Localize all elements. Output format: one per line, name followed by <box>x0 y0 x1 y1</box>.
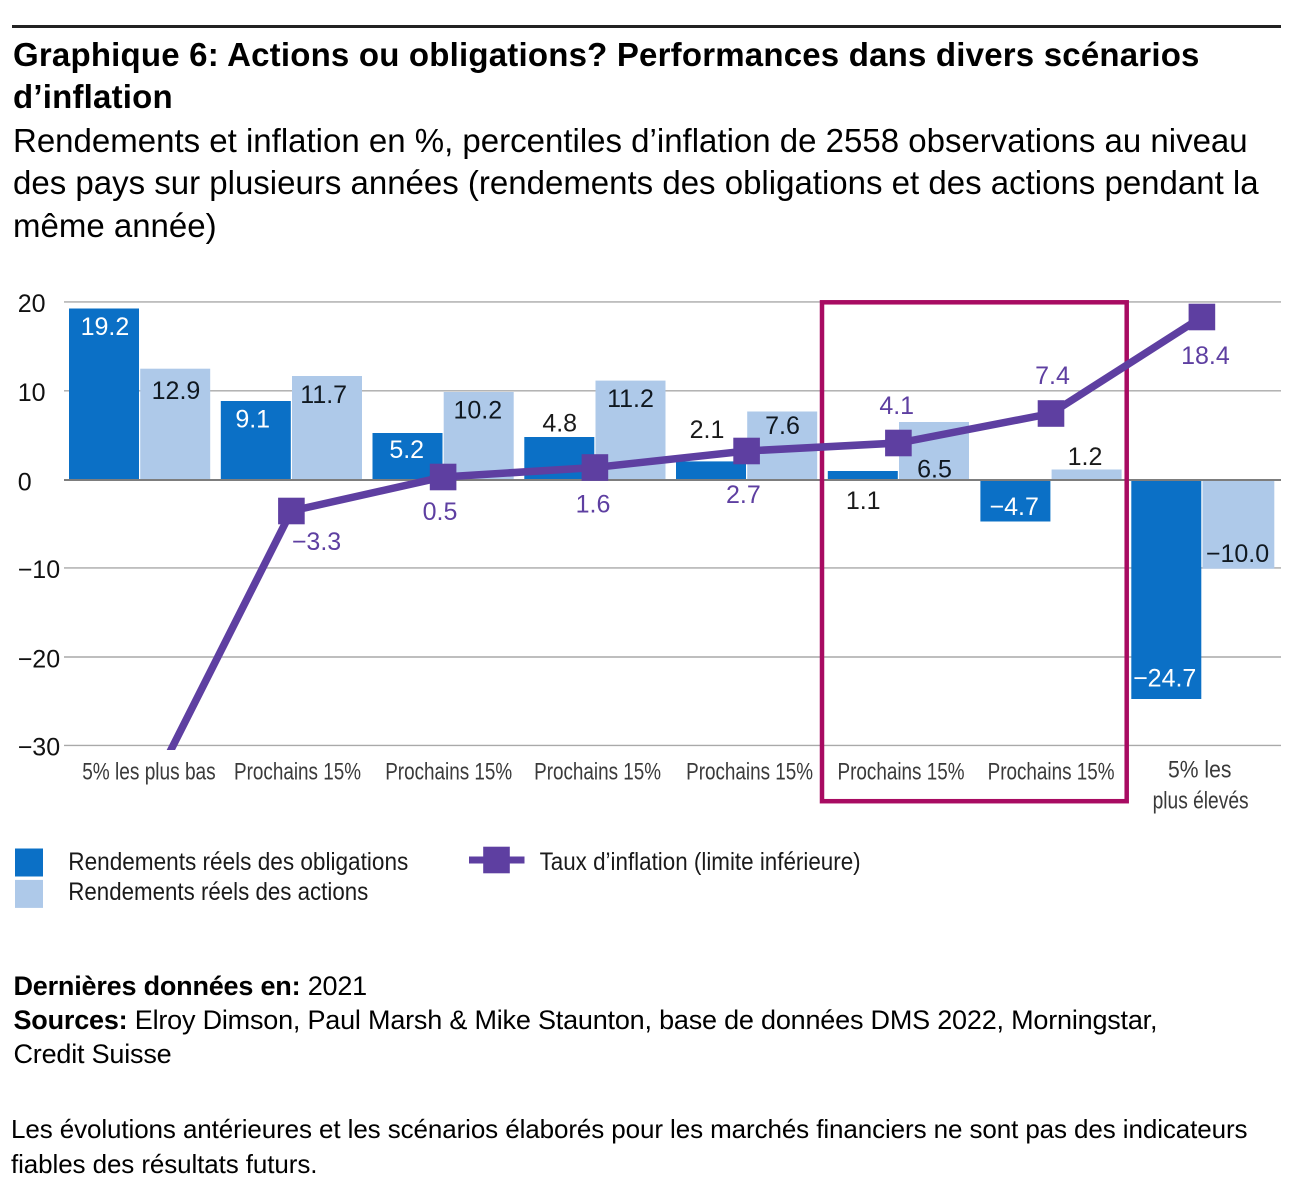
svg-text:0.5: 0.5 <box>423 498 458 526</box>
svg-text:1.1: 1.1 <box>846 487 881 515</box>
svg-text:20: 20 <box>18 290 46 318</box>
svg-text:7.4: 7.4 <box>1035 362 1070 390</box>
svg-text:−24.7: −24.7 <box>1133 665 1196 693</box>
svg-text:0: 0 <box>18 468 32 496</box>
svg-text:Taux d’inflation (limite infér: Taux d’inflation (limite inférieure) <box>540 848 861 876</box>
svg-text:12.9: 12.9 <box>152 377 201 405</box>
svg-text:9.1: 9.1 <box>235 406 270 434</box>
svg-text:Prochains 15%: Prochains 15% <box>988 758 1115 785</box>
svg-text:Prochains 15%: Prochains 15% <box>534 758 661 785</box>
svg-text:Rendements réels des obligatio: Rendements réels des obligations <box>68 848 408 876</box>
svg-text:plus élevés: plus élevés <box>1153 787 1249 814</box>
svg-text:1.6: 1.6 <box>576 491 611 519</box>
svg-text:−3.3: −3.3 <box>292 528 341 556</box>
svg-text:5.2: 5.2 <box>389 436 424 464</box>
svg-text:1.2: 1.2 <box>1068 443 1103 471</box>
svg-text:Prochains 15%: Prochains 15% <box>686 758 813 785</box>
svg-text:2.7: 2.7 <box>726 481 761 509</box>
svg-text:Prochains 15%: Prochains 15% <box>838 758 965 785</box>
svg-text:Rendements réels des actions: Rendements réels des actions <box>68 878 368 906</box>
svg-text:−10: −10 <box>18 556 60 584</box>
svg-text:−30: −30 <box>18 734 60 762</box>
svg-text:6.5: 6.5 <box>917 456 952 484</box>
svg-text:5% les plus bas: 5% les plus bas <box>82 758 216 785</box>
svg-text:11.7: 11.7 <box>300 381 347 409</box>
svg-text:5% les: 5% les <box>1168 756 1231 783</box>
svg-text:−10.0: −10.0 <box>1206 540 1269 568</box>
svg-text:−4.7: −4.7 <box>990 493 1039 521</box>
svg-text:−20: −20 <box>18 645 60 673</box>
svg-text:2.1: 2.1 <box>690 416 725 444</box>
svg-text:4.8: 4.8 <box>542 410 577 438</box>
svg-text:11.2: 11.2 <box>607 385 654 413</box>
svg-text:19.2: 19.2 <box>81 313 130 341</box>
svg-text:Prochains 15%: Prochains 15% <box>234 758 361 785</box>
svg-text:18.4: 18.4 <box>1181 342 1230 370</box>
svg-text:10: 10 <box>18 379 46 407</box>
svg-text:4.1: 4.1 <box>879 392 914 420</box>
svg-text:10.2: 10.2 <box>453 397 502 425</box>
svg-text:7.6: 7.6 <box>765 412 800 440</box>
svg-text:Prochains 15%: Prochains 15% <box>385 758 512 785</box>
